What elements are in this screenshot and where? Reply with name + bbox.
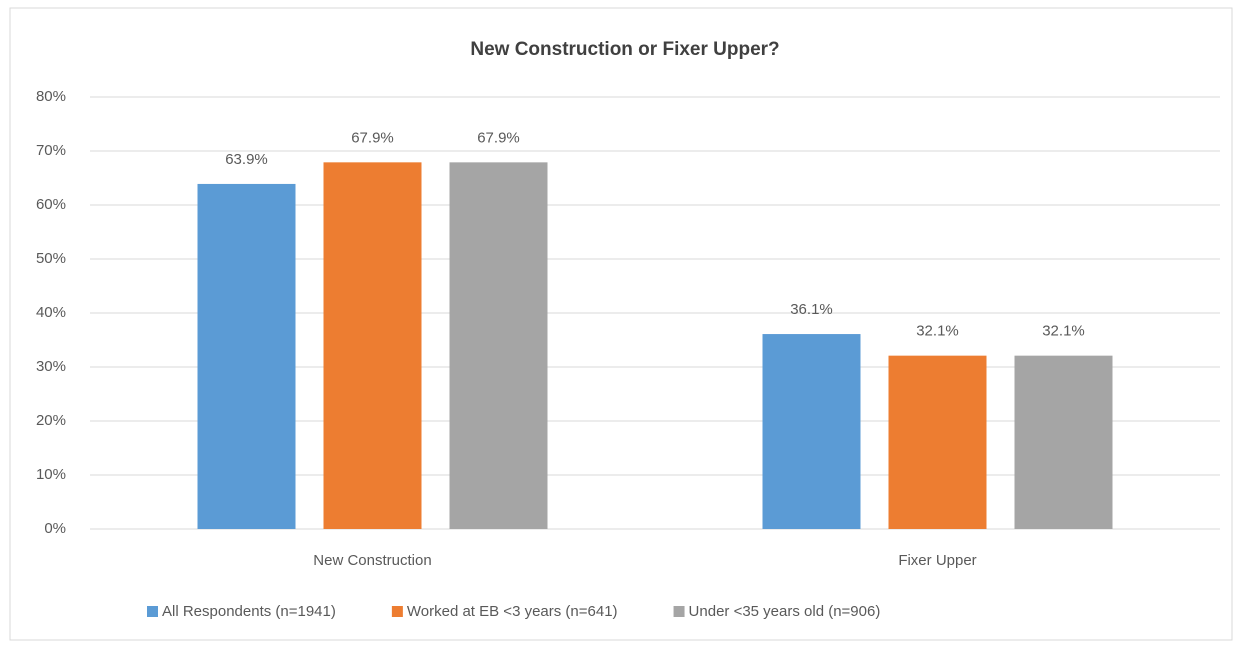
bar [323,162,422,529]
data-label: 32.1% [916,323,959,340]
data-label: 67.9% [477,129,520,146]
x-tick-label: New Construction [313,552,431,569]
y-tick-label: 70% [36,142,66,159]
bar [888,355,987,529]
y-tick-label: 20% [36,412,66,429]
legend-swatch [391,606,403,617]
data-label: 36.1% [790,301,833,318]
y-tick-label: 80% [36,88,66,105]
bar [197,183,296,529]
x-tick-label: Fixer Upper [898,552,976,569]
data-label: 63.9% [225,151,268,168]
bar [1014,355,1113,529]
bar [762,334,861,529]
data-label: 67.9% [351,129,394,146]
y-tick-label: 0% [44,520,66,537]
legend-swatch [673,606,685,617]
y-tick-label: 10% [36,466,66,483]
legend-label: All Respondents (n=1941) [162,603,336,620]
y-tick-label: 60% [36,196,66,213]
legend-swatch [147,606,158,617]
legend-label: Under <35 years old (n=906) [689,603,881,620]
y-tick-label: 50% [36,250,66,267]
legend-label: Worked at EB <3 years (n=641) [407,603,618,620]
data-label: 32.1% [1042,323,1085,340]
chart-title: New Construction or Fixer Upper? [470,39,779,60]
y-tick-label: 40% [36,304,66,321]
y-tick-label: 30% [36,358,66,375]
bar [449,162,548,529]
